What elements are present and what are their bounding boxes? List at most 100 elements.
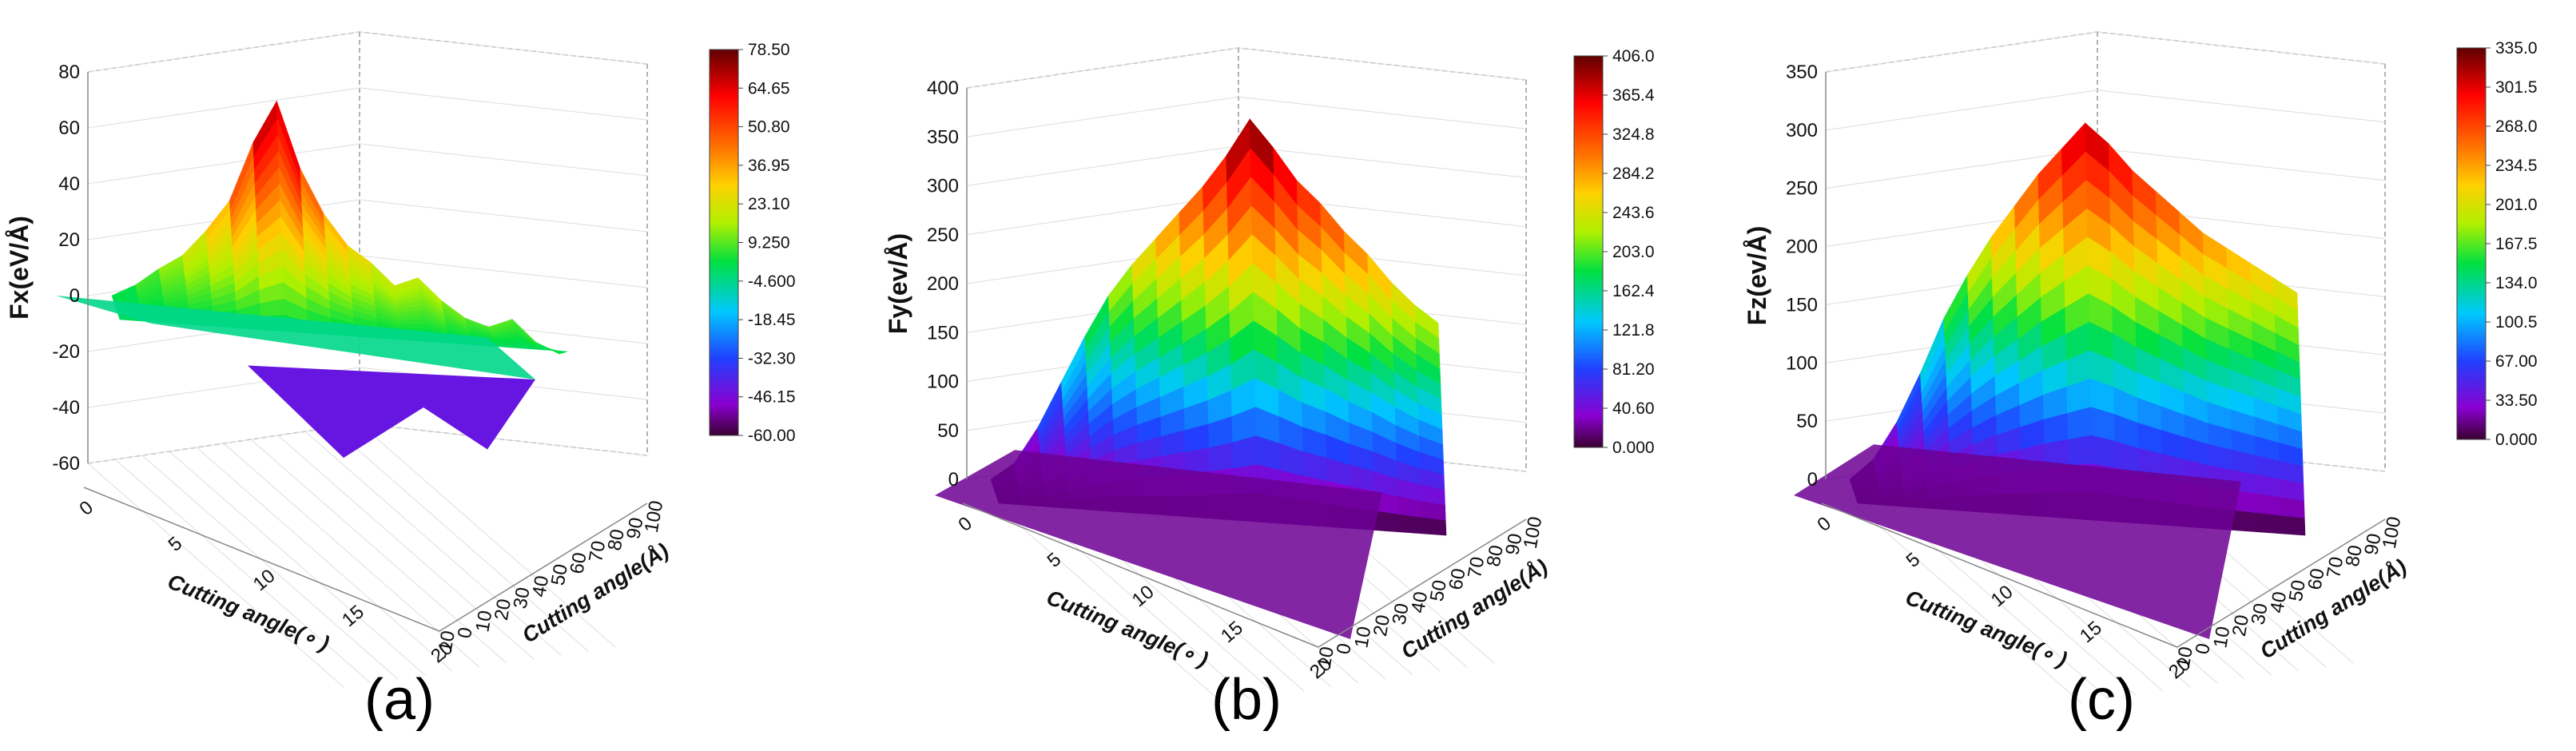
y-tick-label: 70 (1464, 555, 1489, 580)
colorbar-tick-label: 203.0 (1612, 243, 1655, 261)
wall-grid-line (1238, 47, 1527, 81)
y-tick-label: 100 (1520, 515, 1547, 550)
z-axis-label: Fy(ev/Å) (884, 233, 912, 334)
z-tick-label: 80 (58, 62, 80, 83)
colorbar-gradient (709, 49, 739, 436)
colorbar-tick-label: -60.00 (748, 427, 796, 445)
x-tick-label: 15 (1217, 617, 1247, 647)
wall-grid-line (359, 31, 648, 65)
colorbar-tick-label: 81.20 (1612, 360, 1655, 379)
chart-panel-b: 400350300250200150100500Fy(ev/Å)05101520… (884, 47, 1655, 732)
surface-patch (1185, 447, 1210, 474)
y-tick-label: -10 (2171, 645, 2197, 676)
panel-label: (b) (1211, 668, 1282, 732)
floor-grid-line (332, 427, 589, 652)
colorbar-gradient (1573, 55, 1604, 448)
wall-grid-line (87, 143, 360, 185)
colorbar-tick-label: 162.4 (1612, 282, 1655, 300)
wall-grid-line (1238, 145, 1527, 178)
z-tick-label: 50 (1796, 411, 1818, 432)
x-tick-label: 10 (1128, 581, 1159, 611)
wall-grid-line (1238, 96, 1527, 129)
floor-grid-line (114, 459, 372, 684)
surface-base (56, 296, 535, 379)
colorbar-tick-label: 36.95 (748, 157, 790, 175)
wall-grid-line (87, 423, 360, 464)
y-tick-label: 60 (1445, 566, 1469, 591)
z-tick-label: 250 (1786, 178, 1818, 200)
floor-grid-line (196, 447, 453, 672)
z-tick-label: 250 (927, 225, 959, 246)
y-tick-label: 40 (2266, 590, 2291, 614)
x-tick-label: 5 (165, 533, 187, 556)
colorbar-tick-label: -46.15 (748, 388, 796, 407)
wall-grid-line (1825, 89, 2098, 131)
chart-panel-c: 350300250200150100500Fz(ev/Å)05101520Cut… (1743, 31, 2538, 732)
wall-grid-line (1825, 148, 2098, 189)
x-tick-label: 15 (338, 601, 368, 631)
x-axis-line (1821, 503, 2178, 648)
wall-grid-line (2097, 89, 2386, 123)
wall-grid-line (359, 255, 648, 288)
y-tick-label: -10 (433, 629, 459, 660)
colorbar-tick-label: -18.45 (748, 311, 796, 329)
z-tick-label: 100 (1786, 352, 1818, 374)
x-tick-label: 0 (75, 497, 97, 520)
z-tick-label: 350 (1786, 62, 1818, 83)
y-tick-label: 50 (547, 562, 572, 587)
y-tick-label: 0 (454, 626, 477, 640)
wall-grid-line (359, 423, 648, 456)
z-axis-label: Fx(eV/Å) (5, 216, 34, 320)
colorbar-tick-label: 33.50 (2495, 391, 2538, 410)
y-tick-label: -10 (1312, 645, 1338, 676)
y-tick-label: 30 (1389, 602, 1413, 626)
surface-patch (2067, 435, 2093, 467)
x-tick-label: 5 (1902, 549, 1925, 572)
colorbar-tick-label: 0.000 (1612, 439, 1655, 457)
y-tick-label: 60 (2304, 566, 2328, 591)
panel-label: (a) (364, 668, 435, 732)
colorbar-tick-label: 301.5 (2495, 78, 2538, 97)
wall-grid-line (359, 87, 648, 121)
y-tick-label: 70 (585, 539, 610, 564)
colorbar-tick-label: 50.80 (748, 118, 790, 137)
y-axis-line (2176, 519, 2386, 648)
colorbar-tick-label: 167.5 (2495, 235, 2538, 253)
colorbar-tick-label: 9.250 (748, 234, 790, 252)
colorbar-tick-label: -32.30 (748, 349, 796, 368)
y-tick-label: 80 (604, 527, 629, 552)
y-tick-label: 90 (622, 516, 647, 541)
wall-grid-line (966, 145, 1239, 186)
z-tick-label: 150 (927, 322, 959, 344)
x-tick-label: 10 (249, 565, 280, 595)
floor-grid-line (359, 423, 616, 648)
colorbar-tick-label: 324.8 (1612, 125, 1655, 144)
colorbar-tick-label: 64.65 (748, 79, 790, 97)
surface-base (935, 450, 1382, 639)
y-tick-label: 100 (641, 499, 668, 534)
colorbar-tick-label: 201.0 (2495, 196, 2538, 214)
colorbar-tick-label: 234.5 (2495, 157, 2538, 175)
colorbar-tick-label: 23.10 (748, 195, 790, 213)
z-tick-label: -40 (52, 397, 80, 419)
z-tick-label: -20 (52, 341, 80, 363)
z-axis: 350 300 250 200 150 100 50 0 Fz(ev/Å) (1743, 62, 1827, 491)
colorbar-tick-label: 40.60 (1612, 399, 1655, 418)
colorbar-tick-label: 268.0 (2495, 117, 2538, 136)
wall-grid-line (87, 31, 360, 73)
y-tick-label: 0 (2192, 642, 2215, 656)
y-tick-label: 20 (1369, 614, 1394, 638)
y-tick-label: 20 (2228, 614, 2253, 638)
z-tick-label: 300 (1786, 120, 1818, 141)
z-axis-label: Fz(ev/Å) (1743, 226, 1771, 325)
surface (935, 117, 1447, 639)
y-tick-label: 40 (528, 574, 553, 598)
floor-grid-line (141, 455, 399, 680)
surface-patch (2233, 510, 2259, 533)
z-tick-label: 150 (1786, 294, 1818, 316)
y-tick-label: 30 (2248, 602, 2272, 626)
y-tick-label: 10 (1350, 625, 1375, 650)
y-axis-line (1318, 519, 1527, 648)
